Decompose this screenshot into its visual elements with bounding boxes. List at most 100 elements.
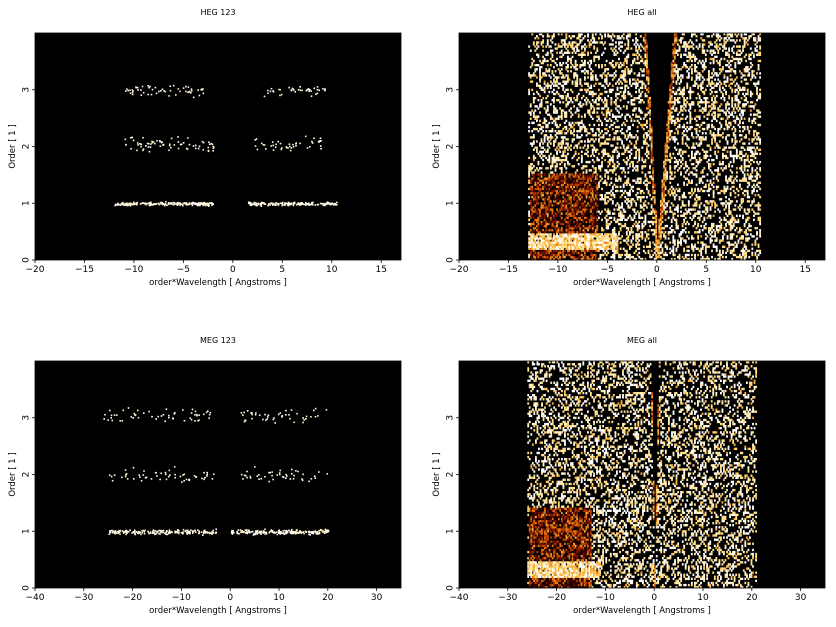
- density-cell: [639, 92, 642, 96]
- density-cell: [563, 177, 566, 180]
- density-cell: [557, 82, 560, 85]
- density-cell: [580, 64, 583, 67]
- density-cell: [563, 136, 566, 139]
- density-cell: [590, 202, 593, 205]
- density-cell: [605, 210, 608, 213]
- density-cell: [571, 191, 574, 195]
- density-cell: [599, 136, 602, 139]
- density-cell: [591, 243, 594, 246]
- density-cell: [565, 229, 568, 232]
- density-cell: [686, 210, 689, 213]
- density-cell: [673, 191, 676, 195]
- density-cell: [687, 181, 690, 184]
- density-cell: [635, 154, 638, 158]
- density-cell: [529, 105, 532, 108]
- density-cell: [534, 241, 537, 244]
- density-cell: [607, 251, 610, 255]
- density-cell: [596, 177, 599, 180]
- density-cell: [549, 216, 552, 220]
- density-cell: [644, 123, 647, 127]
- density-cell: [554, 247, 557, 250]
- density-cell: [567, 66, 569, 69]
- density-cell: [627, 158, 630, 162]
- density-cell: [625, 57, 628, 61]
- density-cell: [568, 229, 571, 232]
- density-cell: [556, 152, 558, 156]
- density-cell: [594, 132, 597, 135]
- density-cell: [574, 152, 577, 156]
- density-cell: [563, 181, 566, 184]
- density-cell: [675, 70, 678, 73]
- density-cell: [553, 140, 555, 143]
- density-cell: [553, 142, 555, 145]
- event-point: [260, 201, 263, 204]
- density-cell: [548, 35, 551, 38]
- density-cell: [584, 43, 586, 46]
- density-cell: [613, 239, 616, 242]
- density-cell: [590, 86, 593, 90]
- density-cell: [607, 35, 610, 38]
- density-cell: [570, 255, 572, 259]
- density-cell: [590, 169, 593, 172]
- density-cell: [610, 35, 613, 38]
- density-cell: [570, 111, 572, 114]
- density-cell: [599, 255, 602, 259]
- density-cell: [655, 224, 658, 228]
- density-cell: [677, 214, 679, 217]
- density-cell: [672, 212, 675, 215]
- density-cell: [669, 208, 672, 211]
- density-cell: [675, 72, 678, 75]
- event-point: [281, 201, 284, 204]
- density-cell: [691, 90, 693, 94]
- density-cell: [658, 245, 661, 248]
- density-cell: [610, 233, 613, 236]
- density-cell: [639, 55, 642, 59]
- density-cell: [666, 134, 669, 137]
- density-cell: [669, 103, 672, 106]
- density-cell: [562, 187, 565, 191]
- density-cell: [630, 216, 633, 220]
- density-cell: [571, 235, 574, 238]
- density-cell: [543, 245, 546, 248]
- density-cell: [570, 132, 572, 135]
- event-point: [177, 203, 179, 205]
- density-cell: [687, 191, 690, 195]
- density-cell: [601, 247, 603, 250]
- density-cell: [590, 247, 593, 250]
- density-cell: [563, 239, 566, 242]
- density-cell: [529, 66, 532, 69]
- density-cell: [639, 196, 642, 199]
- event-point: [187, 203, 190, 206]
- density-cell: [677, 183, 679, 186]
- density-cell: [624, 200, 627, 203]
- density-cell: [669, 194, 672, 197]
- density-cell: [576, 185, 579, 189]
- density-cell: [647, 189, 650, 193]
- density-cell: [545, 233, 548, 236]
- density-cell: [559, 239, 562, 242]
- density-cell: [673, 132, 676, 135]
- density-cell: [635, 152, 638, 156]
- density-cell: [585, 227, 588, 230]
- density-cell: [560, 167, 563, 170]
- density-cell: [652, 171, 655, 174]
- density-cell: [613, 212, 616, 215]
- event-point: [301, 202, 304, 205]
- density-cell: [646, 183, 648, 186]
- event-point: [292, 146, 295, 148]
- event-point: [202, 202, 204, 204]
- density-cell: [683, 64, 686, 67]
- density-cell: [579, 255, 582, 259]
- density-cell: [567, 49, 569, 52]
- density-cell: [658, 237, 661, 240]
- density-cell: [618, 218, 620, 222]
- density-cell: [560, 144, 563, 147]
- density-cell: [683, 53, 686, 56]
- density-cell: [691, 59, 693, 63]
- density-cell: [539, 80, 541, 83]
- density-cell: [667, 117, 670, 120]
- density-cell: [528, 111, 531, 114]
- density-cell: [549, 117, 552, 120]
- density-cell: [590, 245, 593, 248]
- density-cell: [571, 132, 574, 135]
